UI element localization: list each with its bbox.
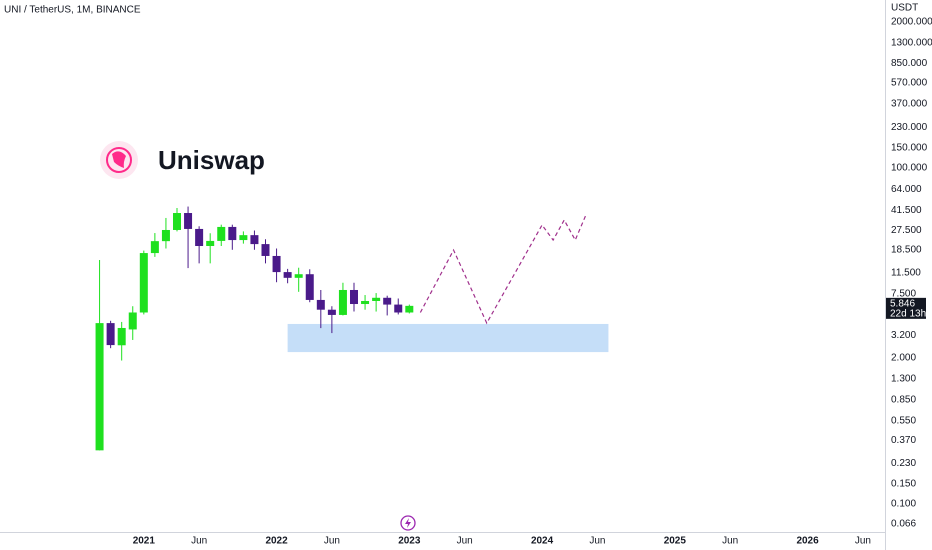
candle-body xyxy=(150,241,159,254)
y-tick-label: 0.100 xyxy=(891,498,916,509)
y-axis-label: USDT xyxy=(891,3,918,14)
candle-body xyxy=(316,299,325,310)
candle-body xyxy=(95,323,104,451)
brand-name: Uniswap xyxy=(158,145,265,175)
y-tick-label: 0.230 xyxy=(891,458,916,469)
candle-body xyxy=(239,235,248,241)
x-tick-label: Jun xyxy=(589,536,605,547)
y-tick-label: 0.850 xyxy=(891,394,916,405)
x-tick-label: 2023 xyxy=(398,536,421,547)
candle-body xyxy=(128,312,137,330)
candle-body xyxy=(361,300,370,305)
y-tick-label: 0.066 xyxy=(891,519,916,530)
price-label-box xyxy=(886,297,926,319)
x-tick-label: 2026 xyxy=(796,536,819,547)
candle-body xyxy=(106,323,115,346)
candle-body xyxy=(405,305,414,313)
y-tick-label: 7.500 xyxy=(891,288,916,299)
y-tick-label: 0.370 xyxy=(891,435,916,446)
x-tick-label: 2025 xyxy=(664,536,687,547)
event-icon xyxy=(400,515,416,531)
y-tick-label: 41.500 xyxy=(891,205,922,216)
y-tick-label: 64.000 xyxy=(891,184,922,195)
candle-body xyxy=(195,228,204,247)
candle-body xyxy=(272,255,281,273)
candle-body xyxy=(173,213,181,230)
x-tick-label: Jun xyxy=(855,536,871,547)
y-tick-label: 100.000 xyxy=(891,162,928,173)
y-tick-label: 2.000 xyxy=(891,353,916,364)
chart-title: UNI / TetherUS, 1M, BINANCE xyxy=(4,5,141,16)
brand-logo xyxy=(100,141,138,179)
candle-body xyxy=(206,240,215,247)
y-tick-label: 0.550 xyxy=(891,415,916,426)
price-label: 5.846 xyxy=(890,298,915,309)
x-tick-label: 2022 xyxy=(265,536,288,547)
y-tick-label: 0.150 xyxy=(891,479,916,490)
y-tick-label: 11.500 xyxy=(891,268,921,279)
x-tick-label: 2021 xyxy=(133,536,156,547)
projection-line xyxy=(419,213,587,325)
x-tick-label: Jun xyxy=(191,536,207,547)
candle-body xyxy=(350,289,358,305)
candle-body xyxy=(294,274,303,278)
y-tick-label: 150.000 xyxy=(891,143,928,154)
y-tick-label: 370.000 xyxy=(891,99,928,110)
candle-body xyxy=(394,304,403,313)
candle-body xyxy=(305,274,314,300)
x-tick-label: Jun xyxy=(722,536,738,547)
candle-body xyxy=(327,309,336,315)
candle-body xyxy=(161,229,170,242)
x-tick-label: Jun xyxy=(324,536,340,547)
y-tick-label: 850.000 xyxy=(891,58,928,69)
countdown: 22d 13h xyxy=(890,308,926,319)
support-zone xyxy=(287,323,609,353)
y-tick-label: 1.300 xyxy=(891,374,916,385)
candle-body xyxy=(228,226,237,241)
candle-body xyxy=(372,297,381,301)
candle-body xyxy=(184,213,193,229)
y-tick-label: 18.500 xyxy=(891,244,922,255)
candle-body xyxy=(139,253,148,313)
candle-body xyxy=(338,289,347,315)
y-tick-label: 3.200 xyxy=(891,330,916,341)
candle-body xyxy=(217,226,226,241)
y-tick-label: 1300.000 xyxy=(891,38,932,49)
x-tick-label: Jun xyxy=(457,536,473,547)
candle-body xyxy=(250,235,259,245)
y-tick-label: 570.000 xyxy=(891,78,928,89)
candle-body xyxy=(283,272,292,278)
y-tick-label: 27.500 xyxy=(891,225,922,236)
candle-body xyxy=(117,327,126,346)
candle-body xyxy=(383,297,392,305)
y-tick-label: 230.000 xyxy=(891,122,928,133)
x-tick-label: 2024 xyxy=(531,536,554,547)
candle-body xyxy=(261,244,270,256)
y-tick-label: 2000.000 xyxy=(891,17,932,28)
